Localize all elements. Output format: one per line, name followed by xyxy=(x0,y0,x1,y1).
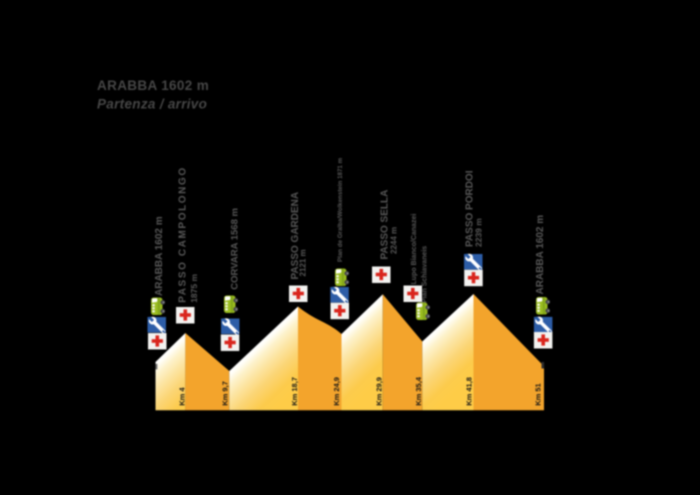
svg-text:Plan de Gralba/Wolkenstein 187: Plan de Gralba/Wolkenstein 1871 m xyxy=(337,157,344,262)
svg-text:Pian Schiavaneis: Pian Schiavaneis xyxy=(422,246,429,303)
svg-text:ARABBA 1602 m: ARABBA 1602 m xyxy=(97,78,209,93)
svg-text:CORVARA 1568 m: CORVARA 1568 m xyxy=(230,208,241,290)
svg-text:Km 9,7: Km 9,7 xyxy=(220,381,229,406)
svg-text:Partenza / arrivo: Partenza / arrivo xyxy=(97,97,207,112)
svg-text:ARABBA 1602 m: ARABBA 1602 m xyxy=(154,216,165,296)
svg-text:2239 m: 2239 m xyxy=(474,218,484,247)
svg-text:PASSO GARDENA: PASSO GARDENA xyxy=(290,192,301,280)
svg-text:1875 m: 1875 m xyxy=(189,274,199,303)
svg-text:Km 35,4: Km 35,4 xyxy=(414,376,423,406)
svg-text:Km 51: Km 51 xyxy=(534,383,543,406)
svg-text:Km 24,9: Km 24,9 xyxy=(332,377,341,406)
svg-text:ARABBA 1602 m: ARABBA 1602 m xyxy=(535,215,546,295)
svg-text:Lupo Bianco/Canazei: Lupo Bianco/Canazei xyxy=(411,214,418,285)
svg-text:PASSO PORDOI: PASSO PORDOI xyxy=(465,170,476,247)
svg-text:2121 m: 2121 m xyxy=(299,249,308,276)
svg-text:Km 41,8: Km 41,8 xyxy=(465,377,474,406)
svg-text:Km 29,9: Km 29,9 xyxy=(375,377,384,406)
svg-text:PASSO SELLA: PASSO SELLA xyxy=(380,190,391,260)
svg-text:2244 m: 2244 m xyxy=(390,227,399,254)
svg-text:Km 18,7: Km 18,7 xyxy=(290,377,299,406)
svg-text:Km 4: Km 4 xyxy=(177,387,186,406)
svg-text:PASSO CAMPOLONGO: PASSO CAMPOLONGO xyxy=(177,166,188,303)
